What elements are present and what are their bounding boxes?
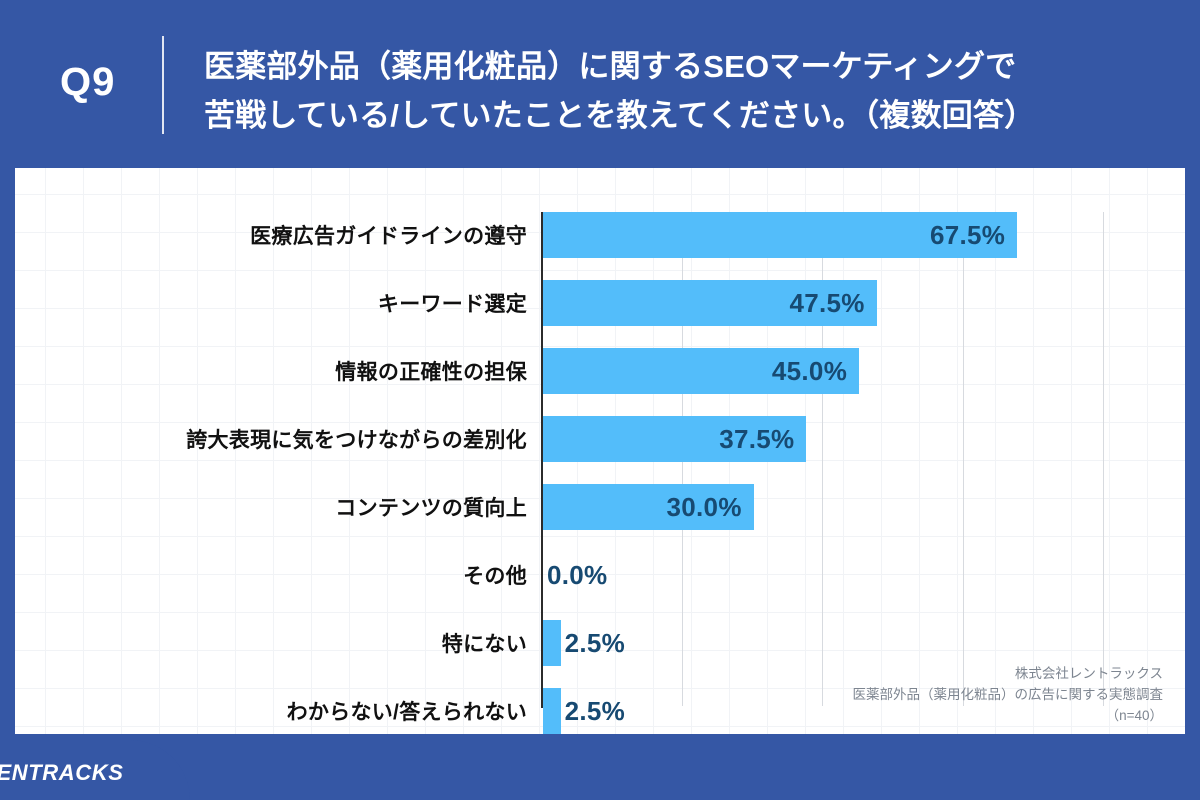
chart-axis-line [541, 212, 543, 708]
chart-row: 誇大表現に気をつけながらの差別化 37.5% [15, 416, 1185, 462]
gridline-40 [822, 212, 823, 706]
chart-row: わからない/答えられない 2.5% [15, 688, 1185, 734]
chart-row: コンテンツの質向上 30.0% [15, 484, 1185, 530]
footer-notes: 株式会社レントラックス 医薬部外品（薬用化粧品）の広告に関する実態調査 （n=4… [463, 663, 1164, 726]
category-label: 医療広告ガイドラインの遵守 [250, 225, 527, 248]
bar-track: 45.0% [543, 348, 1105, 394]
bar-track: 2.5% [543, 620, 1105, 666]
chart-row: その他 0.0% [15, 552, 1185, 598]
bar-track: 30.0% [543, 484, 1105, 530]
brand-logo-shape: RENTRACKS [0, 740, 190, 800]
bar-value-label: 0.0% [547, 559, 608, 590]
bar-value-label: 45.0% [771, 355, 848, 386]
category-label: わからない/答えられない [286, 701, 527, 724]
category-label: 特にない [441, 633, 527, 656]
bar-track: 0.0% [543, 552, 1105, 598]
footer-company: 株式会社レントラックス [1014, 666, 1163, 681]
header-banner: Q9 医薬部外品（薬用化粧品）に関するSEOマーケティングで 苦戦している/して… [0, 0, 1200, 168]
bar-value-label: 67.5% [929, 219, 1006, 250]
page-title-line-2: 苦戦している/していたことを教えてください。（複数回答） [204, 98, 1036, 133]
category-label: その他 [463, 565, 527, 588]
brand-logo-text: RENTRACKS [0, 760, 124, 785]
horizontal-bar-chart: 医療広告ガイドラインの遵守 67.5% キーワード選定 47.5% 情報の正確性の担保 4… [15, 168, 1185, 734]
bar-track: 2.5% [543, 688, 1105, 734]
footer-sample-size: （n=40） [1105, 708, 1163, 723]
bar-value-label: 2.5% [564, 627, 626, 658]
gridline-80 [1103, 212, 1104, 706]
bar[interactable] [543, 212, 1018, 258]
question-number: Q9 [60, 60, 116, 104]
page-title: 医薬部外品（薬用化粧品）に関するSEOマーケティングで 苦戦している/していたこ… [204, 42, 1164, 140]
bar-value-label: 30.0% [666, 491, 742, 522]
category-label: コンテンツの質向上 [335, 497, 527, 520]
category-label: 誇大表現に気をつけながらの差別化 [186, 429, 527, 452]
bar-value-label: 37.5% [719, 423, 795, 454]
footer-survey-name: 医薬部外品（薬用化粧品）の広告に関する実態調査 [852, 687, 1164, 702]
chart-row: キーワード選定 47.5% [15, 280, 1185, 326]
chart-row: 特にない 2.5% [15, 620, 1185, 666]
category-label: キーワード選定 [377, 293, 527, 316]
page-title-line-1: 医薬部外品（薬用化粧品）に関するSEOマーケティングで [204, 49, 1017, 84]
gridline-60 [962, 212, 964, 706]
bar-value-label: 2.5% [564, 695, 626, 726]
chart-card: 医療広告ガイドラインの遵守 67.5% キーワード選定 47.5% 情報の正確性の担保 4… [15, 168, 1185, 734]
bar[interactable] [543, 688, 561, 734]
bar-value-label: 47.5% [789, 287, 865, 318]
bar[interactable] [543, 348, 860, 394]
chart-row: 情報の正確性の担保 45.0% [15, 348, 1185, 394]
bar[interactable] [543, 280, 877, 326]
bar-track: 37.5% [543, 416, 1105, 462]
category-label: 情報の正確性の担保 [335, 361, 527, 384]
bar[interactable] [543, 484, 754, 530]
bar[interactable] [543, 620, 561, 666]
bar-track: 67.5% [543, 212, 1105, 258]
bar-track: 47.5% [543, 280, 1105, 326]
chart-row: 医療広告ガイドラインの遵守 67.5% [15, 212, 1185, 258]
header-divider [162, 36, 164, 134]
bar[interactable] [543, 416, 807, 462]
